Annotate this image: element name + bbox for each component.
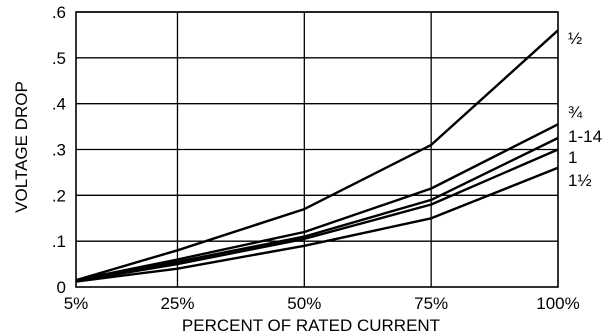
y-axis-title: VOLTAGE DROP bbox=[12, 81, 31, 213]
series-lines bbox=[75, 29, 559, 283]
axes bbox=[75, 11, 559, 288]
series-label-0: ½ bbox=[568, 29, 582, 48]
x-tick-label: 100% bbox=[536, 294, 579, 313]
x-tick-label: 50% bbox=[287, 294, 321, 313]
series-line-0 bbox=[75, 29, 559, 282]
x-axis-title: PERCENT OF RATED CURRENT bbox=[182, 316, 440, 335]
grid-lines bbox=[76, 11, 558, 287]
x-tick-label: 25% bbox=[160, 294, 194, 313]
plot-frame bbox=[75, 11, 559, 288]
series-line-4 bbox=[75, 166, 559, 283]
series-label-4: 1½ bbox=[568, 171, 592, 190]
x-tick-labels: 5% 25% 50% 75% 100% bbox=[64, 294, 580, 313]
series-labels: ½ ¾ 1-14 1 1½ bbox=[568, 29, 602, 190]
y-tick-label: 0 bbox=[57, 278, 66, 297]
series-line-2 bbox=[75, 136, 559, 282]
series-line-3 bbox=[75, 148, 559, 283]
y-tick-label: .6 bbox=[52, 3, 66, 22]
y-tick-label: .3 bbox=[52, 141, 66, 160]
y-tick-label: .1 bbox=[52, 232, 66, 251]
x-tick-label: 75% bbox=[414, 294, 448, 313]
y-tick-label: .4 bbox=[52, 95, 66, 114]
series-label-1: ¾ bbox=[568, 103, 583, 122]
y-tick-labels: 0 .1 .2 .3 .4 .5 .6 bbox=[52, 3, 66, 297]
y-tick-label: .2 bbox=[52, 186, 66, 205]
y-tick-label: .5 bbox=[52, 49, 66, 68]
series-label-2: 1-14 bbox=[568, 127, 602, 146]
x-tick-label: 5% bbox=[64, 294, 89, 313]
series-label-3: 1 bbox=[568, 148, 577, 167]
series-line-1 bbox=[75, 123, 559, 282]
